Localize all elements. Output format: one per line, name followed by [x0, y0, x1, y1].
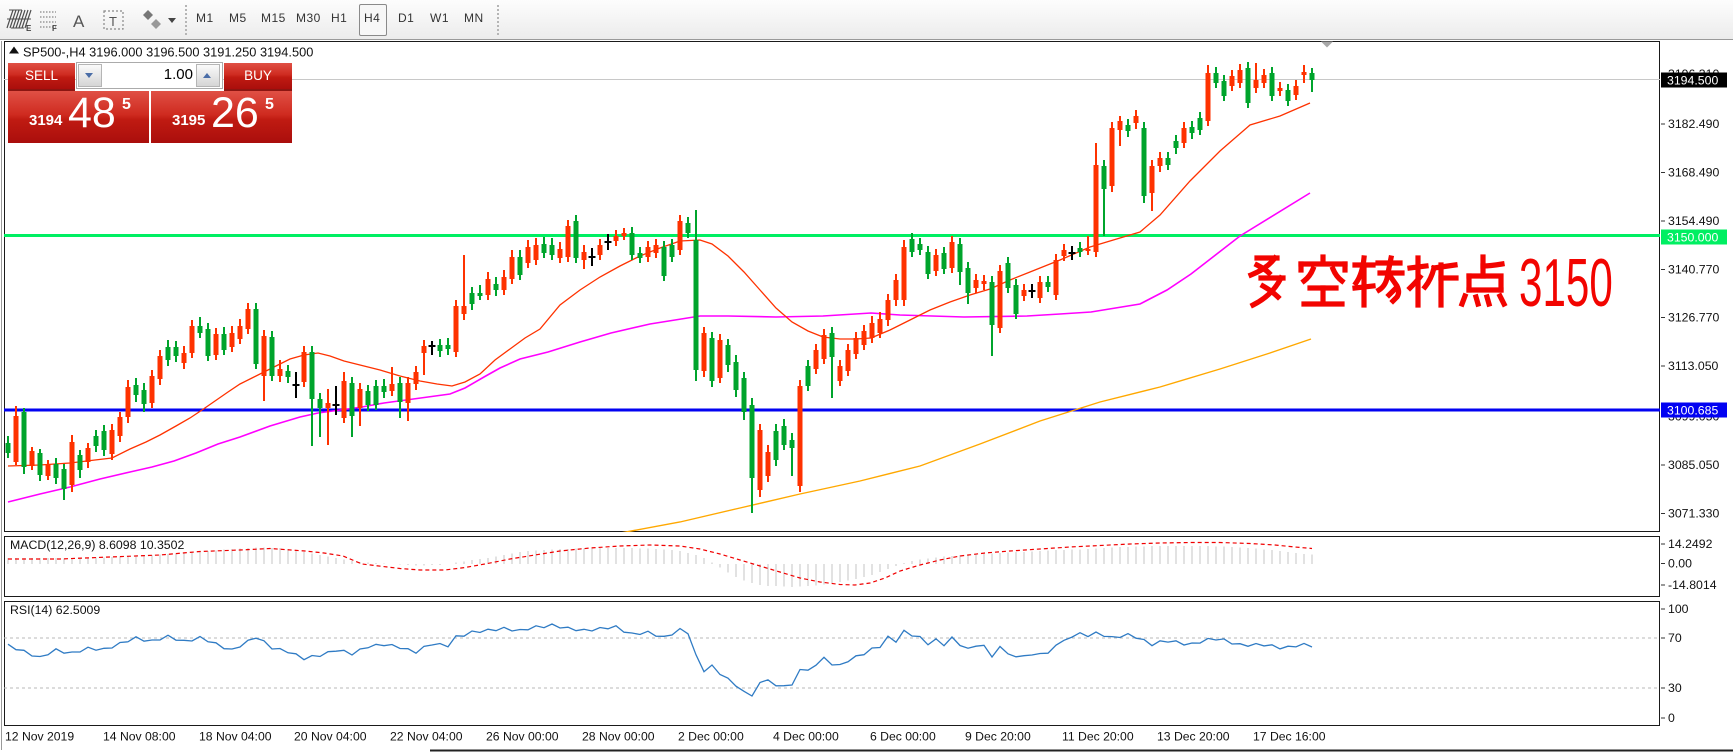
svg-text:MACD(12,26,9) 8.6098 10.3502: MACD(12,26,9) 8.6098 10.3502 — [10, 538, 184, 552]
svg-text:70: 70 — [1668, 631, 1682, 645]
svg-text:F: F — [52, 24, 57, 33]
svg-text:3071.330: 3071.330 — [1668, 507, 1719, 521]
svg-text:17 Dec 16:00: 17 Dec 16:00 — [1253, 730, 1326, 744]
svg-text:22 Nov 04:00: 22 Nov 04:00 — [390, 730, 463, 744]
svg-text:3140.770: 3140.770 — [1668, 263, 1719, 277]
svg-text:3113.050: 3113.050 — [1668, 359, 1719, 373]
svg-text:13 Dec 20:00: 13 Dec 20:00 — [1157, 730, 1230, 744]
svg-text:A: A — [73, 12, 85, 31]
svg-text:9 Dec 20:00: 9 Dec 20:00 — [965, 730, 1031, 744]
svg-text:14 Nov 08:00: 14 Nov 08:00 — [103, 730, 176, 744]
svg-text:3150.000: 3150.000 — [1667, 231, 1718, 245]
svg-text:RSI(14) 62.5009: RSI(14) 62.5009 — [10, 603, 100, 617]
svg-text:3126.770: 3126.770 — [1668, 311, 1719, 325]
svg-text:3182.490: 3182.490 — [1668, 117, 1719, 131]
svg-text:3154.490: 3154.490 — [1668, 214, 1719, 228]
svg-text:12 Nov 2019: 12 Nov 2019 — [5, 730, 74, 744]
svg-text:SP500-,H4 3196.000 3196.500 3: SP500-,H4 3196.000 3196.500 3191.250 319… — [23, 45, 313, 60]
svg-text:-14.8014: -14.8014 — [1668, 578, 1717, 592]
svg-text:3100.685: 3100.685 — [1667, 404, 1718, 418]
svg-text:11 Dec 20:00: 11 Dec 20:00 — [1062, 730, 1134, 744]
svg-text:0.00: 0.00 — [1668, 557, 1692, 571]
svg-text:3150: 3150 — [1519, 245, 1613, 321]
svg-text:28 Nov 00:00: 28 Nov 00:00 — [582, 730, 655, 744]
svg-text:3194.500: 3194.500 — [1667, 74, 1718, 88]
svg-text:T: T — [109, 14, 117, 29]
svg-text:E: E — [26, 24, 32, 33]
svg-text:4 Dec 00:00: 4 Dec 00:00 — [773, 730, 839, 744]
svg-text:2 Dec 00:00: 2 Dec 00:00 — [678, 730, 744, 744]
svg-text:6 Dec 00:00: 6 Dec 00:00 — [870, 730, 936, 744]
svg-text:30: 30 — [1668, 681, 1682, 695]
svg-text:0: 0 — [1668, 711, 1675, 725]
svg-text:14.2492: 14.2492 — [1668, 537, 1713, 551]
svg-text:20 Nov 04:00: 20 Nov 04:00 — [294, 730, 367, 744]
svg-text:100: 100 — [1668, 602, 1689, 616]
svg-text:3168.490: 3168.490 — [1668, 166, 1719, 180]
svg-text:26 Nov 00:00: 26 Nov 00:00 — [486, 730, 559, 744]
svg-text:3085.050: 3085.050 — [1668, 458, 1719, 472]
svg-text:18 Nov 04:00: 18 Nov 04:00 — [199, 730, 272, 744]
